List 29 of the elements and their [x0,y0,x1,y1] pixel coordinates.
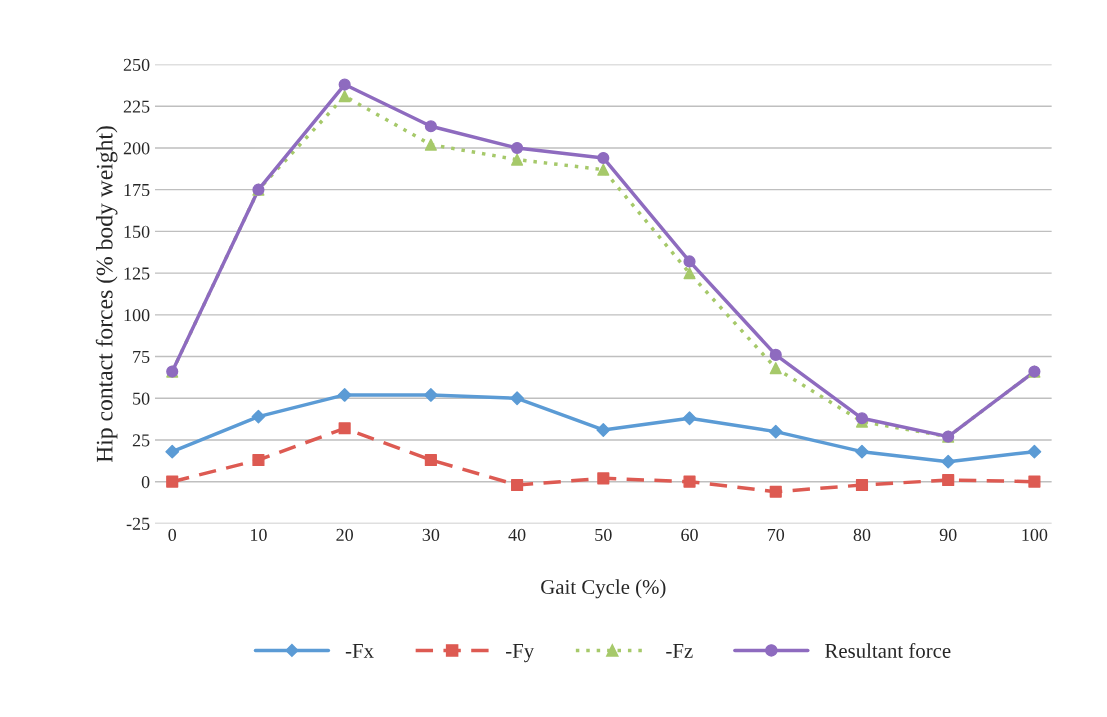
x-tick-label: 30 [422,528,440,541]
y-tick-label: 0 [141,475,150,489]
legend-label: -Fz [666,644,693,658]
x-tick-label: 90 [939,528,957,541]
x-tick-label: 60 [681,528,698,541]
x-tick-label: 0 [168,528,177,541]
legend-label: -Fy [506,644,535,663]
y-tick-label: 25 [132,434,150,447]
y-tick-label: 250 [123,58,150,71]
y-tick-label: 75 [133,350,150,363]
x-tick-label: 70 [767,528,785,541]
y-tick-label: 200 [123,142,150,155]
x-axis-title: Gait Cycle (%) [541,579,666,599]
x-tick-label: 20 [336,528,353,541]
x-tick-label: 10 [251,528,267,541]
x-tick-label: 40 [508,528,526,541]
legend-label: -Fx [345,644,374,658]
x-tick-label: 50 [595,528,612,541]
y-tick-label: 150 [124,225,150,238]
x-tick-label: 100 [1022,528,1048,541]
y-tick-label: 100 [124,309,150,322]
legend-label: Resultant force [825,643,951,658]
y-tick-label: 175 [124,184,150,197]
y-tick-label: 225 [123,100,150,113]
y-axis-title: Hip contact forces (% body weight) [95,126,118,463]
x-tick-label: 80 [853,528,871,541]
y-tick-label: 50 [133,392,150,405]
y-tick-label: -25 [126,517,150,530]
y-tick-label: 125 [124,267,150,280]
